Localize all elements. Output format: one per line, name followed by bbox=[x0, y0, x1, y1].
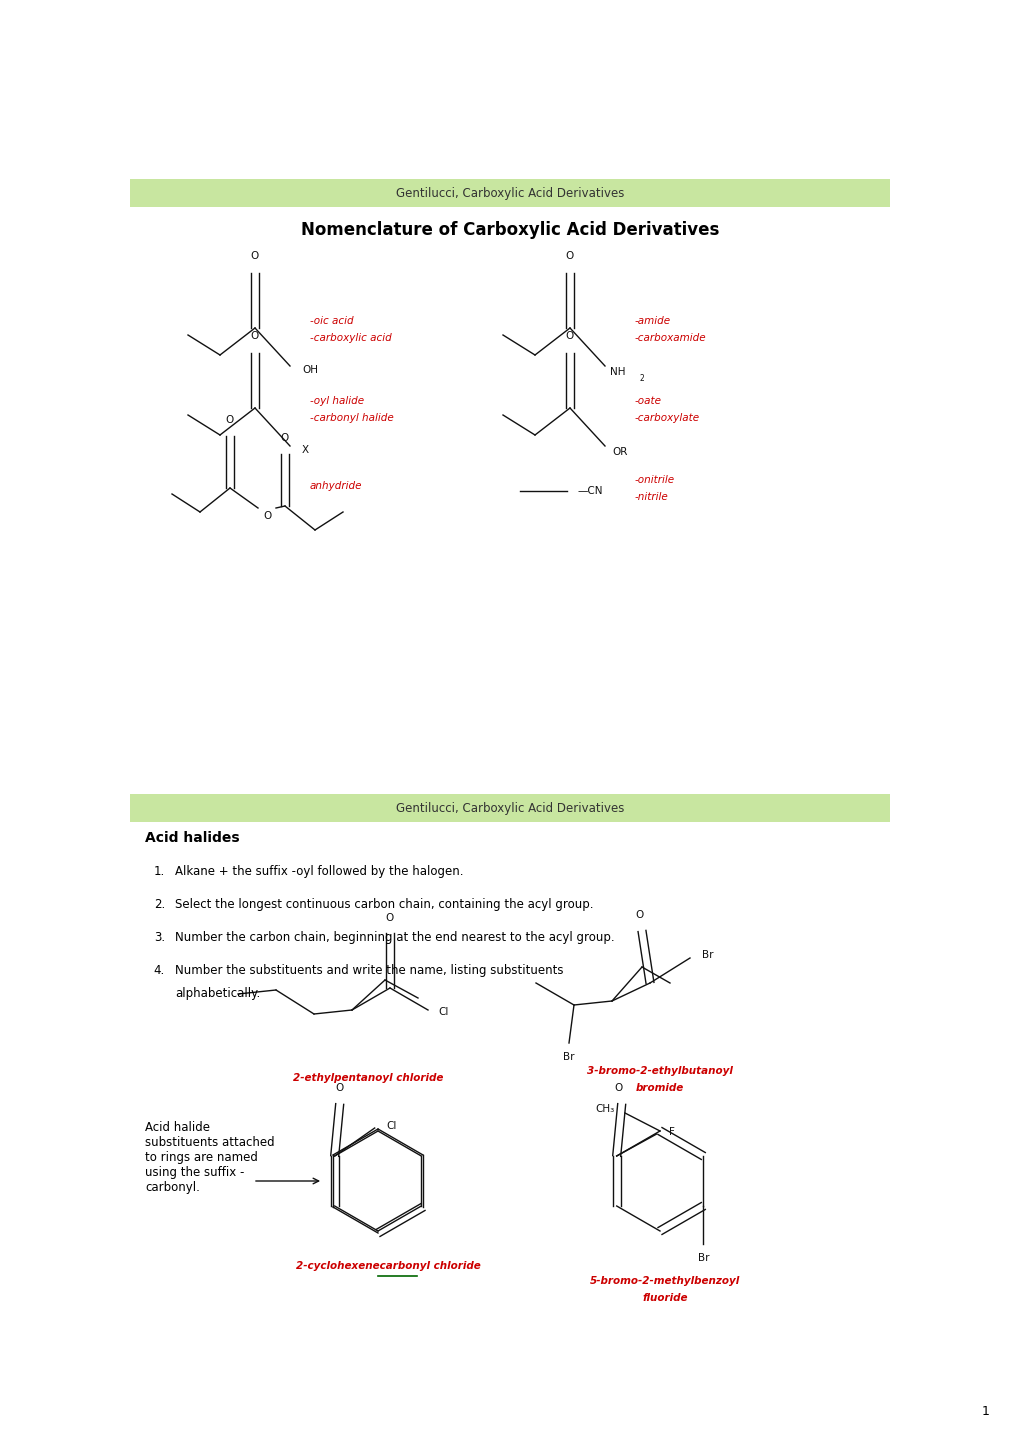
Text: Gentilucci, Carboxylic Acid Derivatives: Gentilucci, Carboxylic Acid Derivatives bbox=[395, 801, 624, 814]
Text: Cl: Cl bbox=[386, 1121, 396, 1131]
Text: O: O bbox=[635, 911, 643, 921]
Text: anhydride: anhydride bbox=[310, 481, 362, 491]
Text: OR: OR bbox=[611, 447, 627, 457]
Text: Acid halide
substituents attached
to rings are named
using the suffix -
carbonyl: Acid halide substituents attached to rin… bbox=[145, 1121, 274, 1193]
Text: 2-ethylpentanoyl chloride: 2-ethylpentanoyl chloride bbox=[292, 1074, 442, 1084]
Text: bromide: bromide bbox=[635, 1084, 684, 1092]
Text: Br: Br bbox=[562, 1052, 574, 1062]
Text: 1: 1 bbox=[981, 1405, 989, 1418]
Text: 4.: 4. bbox=[154, 964, 165, 977]
Text: -oic acid: -oic acid bbox=[310, 316, 354, 326]
Text: -amide: -amide bbox=[635, 316, 671, 326]
Text: -nitrile: -nitrile bbox=[635, 492, 668, 502]
Text: X: X bbox=[302, 444, 309, 455]
Text: Gentilucci, Carboxylic Acid Derivatives: Gentilucci, Carboxylic Acid Derivatives bbox=[395, 186, 624, 199]
Text: 2.: 2. bbox=[154, 898, 165, 911]
Text: O: O bbox=[251, 251, 259, 261]
Text: F: F bbox=[668, 1127, 674, 1137]
Text: 3.: 3. bbox=[154, 931, 165, 944]
Text: Number the carbon chain, beginning at the end nearest to the acyl group.: Number the carbon chain, beginning at th… bbox=[175, 931, 614, 944]
Text: Nomenclature of Carboxylic Acid Derivatives: Nomenclature of Carboxylic Acid Derivati… bbox=[301, 221, 718, 240]
Text: Br: Br bbox=[697, 1253, 708, 1263]
Text: 2: 2 bbox=[638, 374, 643, 382]
Text: O: O bbox=[566, 330, 574, 341]
Text: O: O bbox=[225, 416, 234, 426]
Text: 3-bromo-2-ethylbutanoyl: 3-bromo-2-ethylbutanoyl bbox=[587, 1066, 733, 1076]
Text: 5-bromo-2-methylbenzoyl: 5-bromo-2-methylbenzoyl bbox=[589, 1276, 740, 1286]
Text: Cl: Cl bbox=[437, 1007, 448, 1017]
Text: alphabetically.: alphabetically. bbox=[175, 987, 260, 1000]
Text: 1.: 1. bbox=[154, 864, 165, 877]
Text: -oyl halide: -oyl halide bbox=[310, 395, 364, 405]
Text: O: O bbox=[614, 1084, 623, 1092]
Text: O: O bbox=[263, 511, 271, 521]
Text: -carboxylate: -carboxylate bbox=[635, 413, 699, 423]
Text: -carboxamide: -carboxamide bbox=[635, 333, 706, 343]
Text: O: O bbox=[280, 433, 288, 443]
Text: O: O bbox=[251, 330, 259, 341]
Text: OH: OH bbox=[302, 365, 318, 375]
Text: -onitrile: -onitrile bbox=[635, 475, 675, 485]
Text: O: O bbox=[335, 1084, 343, 1092]
Text: fluoride: fluoride bbox=[642, 1293, 687, 1303]
Text: Br: Br bbox=[701, 949, 713, 960]
Bar bbox=[129, 179, 890, 206]
Text: O: O bbox=[385, 913, 393, 924]
Bar bbox=[129, 794, 890, 823]
Text: CH₃: CH₃ bbox=[595, 1104, 614, 1114]
Text: 2-cyclohexenecarbonyl chloride: 2-cyclohexenecarbonyl chloride bbox=[296, 1261, 480, 1271]
Text: Select the longest continuous carbon chain, containing the acyl group.: Select the longest continuous carbon cha… bbox=[175, 898, 593, 911]
Text: -carboxylic acid: -carboxylic acid bbox=[310, 333, 391, 343]
Text: -carbonyl halide: -carbonyl halide bbox=[310, 413, 393, 423]
Text: Alkane + the suffix -oyl followed by the halogen.: Alkane + the suffix -oyl followed by the… bbox=[175, 864, 463, 877]
Text: —CN: —CN bbox=[577, 486, 602, 496]
Text: Acid halides: Acid halides bbox=[145, 831, 239, 846]
Text: -oate: -oate bbox=[635, 395, 661, 405]
Text: O: O bbox=[566, 251, 574, 261]
Text: NH: NH bbox=[609, 367, 625, 377]
Text: Number the substituents and write the name, listing substituents: Number the substituents and write the na… bbox=[175, 964, 562, 977]
